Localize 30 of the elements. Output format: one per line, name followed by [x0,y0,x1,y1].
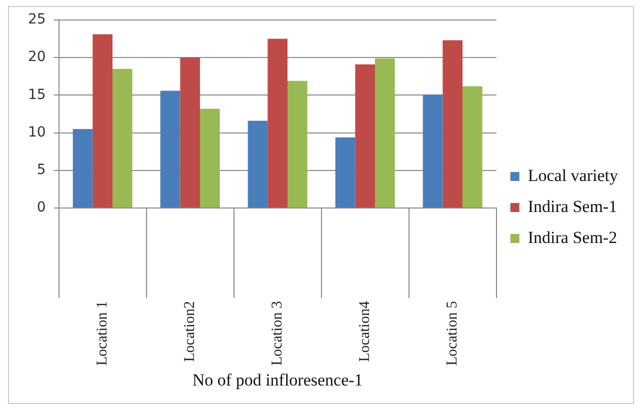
bar [160,90,180,208]
bar [355,64,376,208]
bar [422,94,443,208]
bar [288,80,308,208]
bar [335,137,356,208]
legend-label: Local variety [528,166,618,185]
y-tick-label: 0 [36,200,46,216]
y-tick-label: 20 [28,49,46,66]
bar [92,34,112,208]
bar [442,40,463,208]
legend-label: Indira Sem-2 [528,228,618,247]
bar [112,68,132,208]
x-tick-label: Location 3 [270,301,286,366]
y-tick-label: 25 [28,12,46,28]
bar [248,120,268,208]
y-tick-label: 5 [36,162,46,178]
y-tick-label: 15 [28,86,46,103]
bar [462,86,482,208]
x-tick-label: Location 1 [94,301,111,366]
x-tick-label: Location4 [357,300,374,362]
x-tick-label: Location 5 [444,301,461,366]
bar [375,58,395,208]
x-tick-label: Location2 [182,301,198,362]
legend-label: Indira Sem-1 [528,196,618,216]
bar [200,108,220,208]
y-tick-label: 10 [28,124,46,140]
x-axis-title: No of pod infloresence-1 [192,370,363,390]
bar [72,129,93,208]
bar [268,38,288,208]
bar [180,58,200,208]
